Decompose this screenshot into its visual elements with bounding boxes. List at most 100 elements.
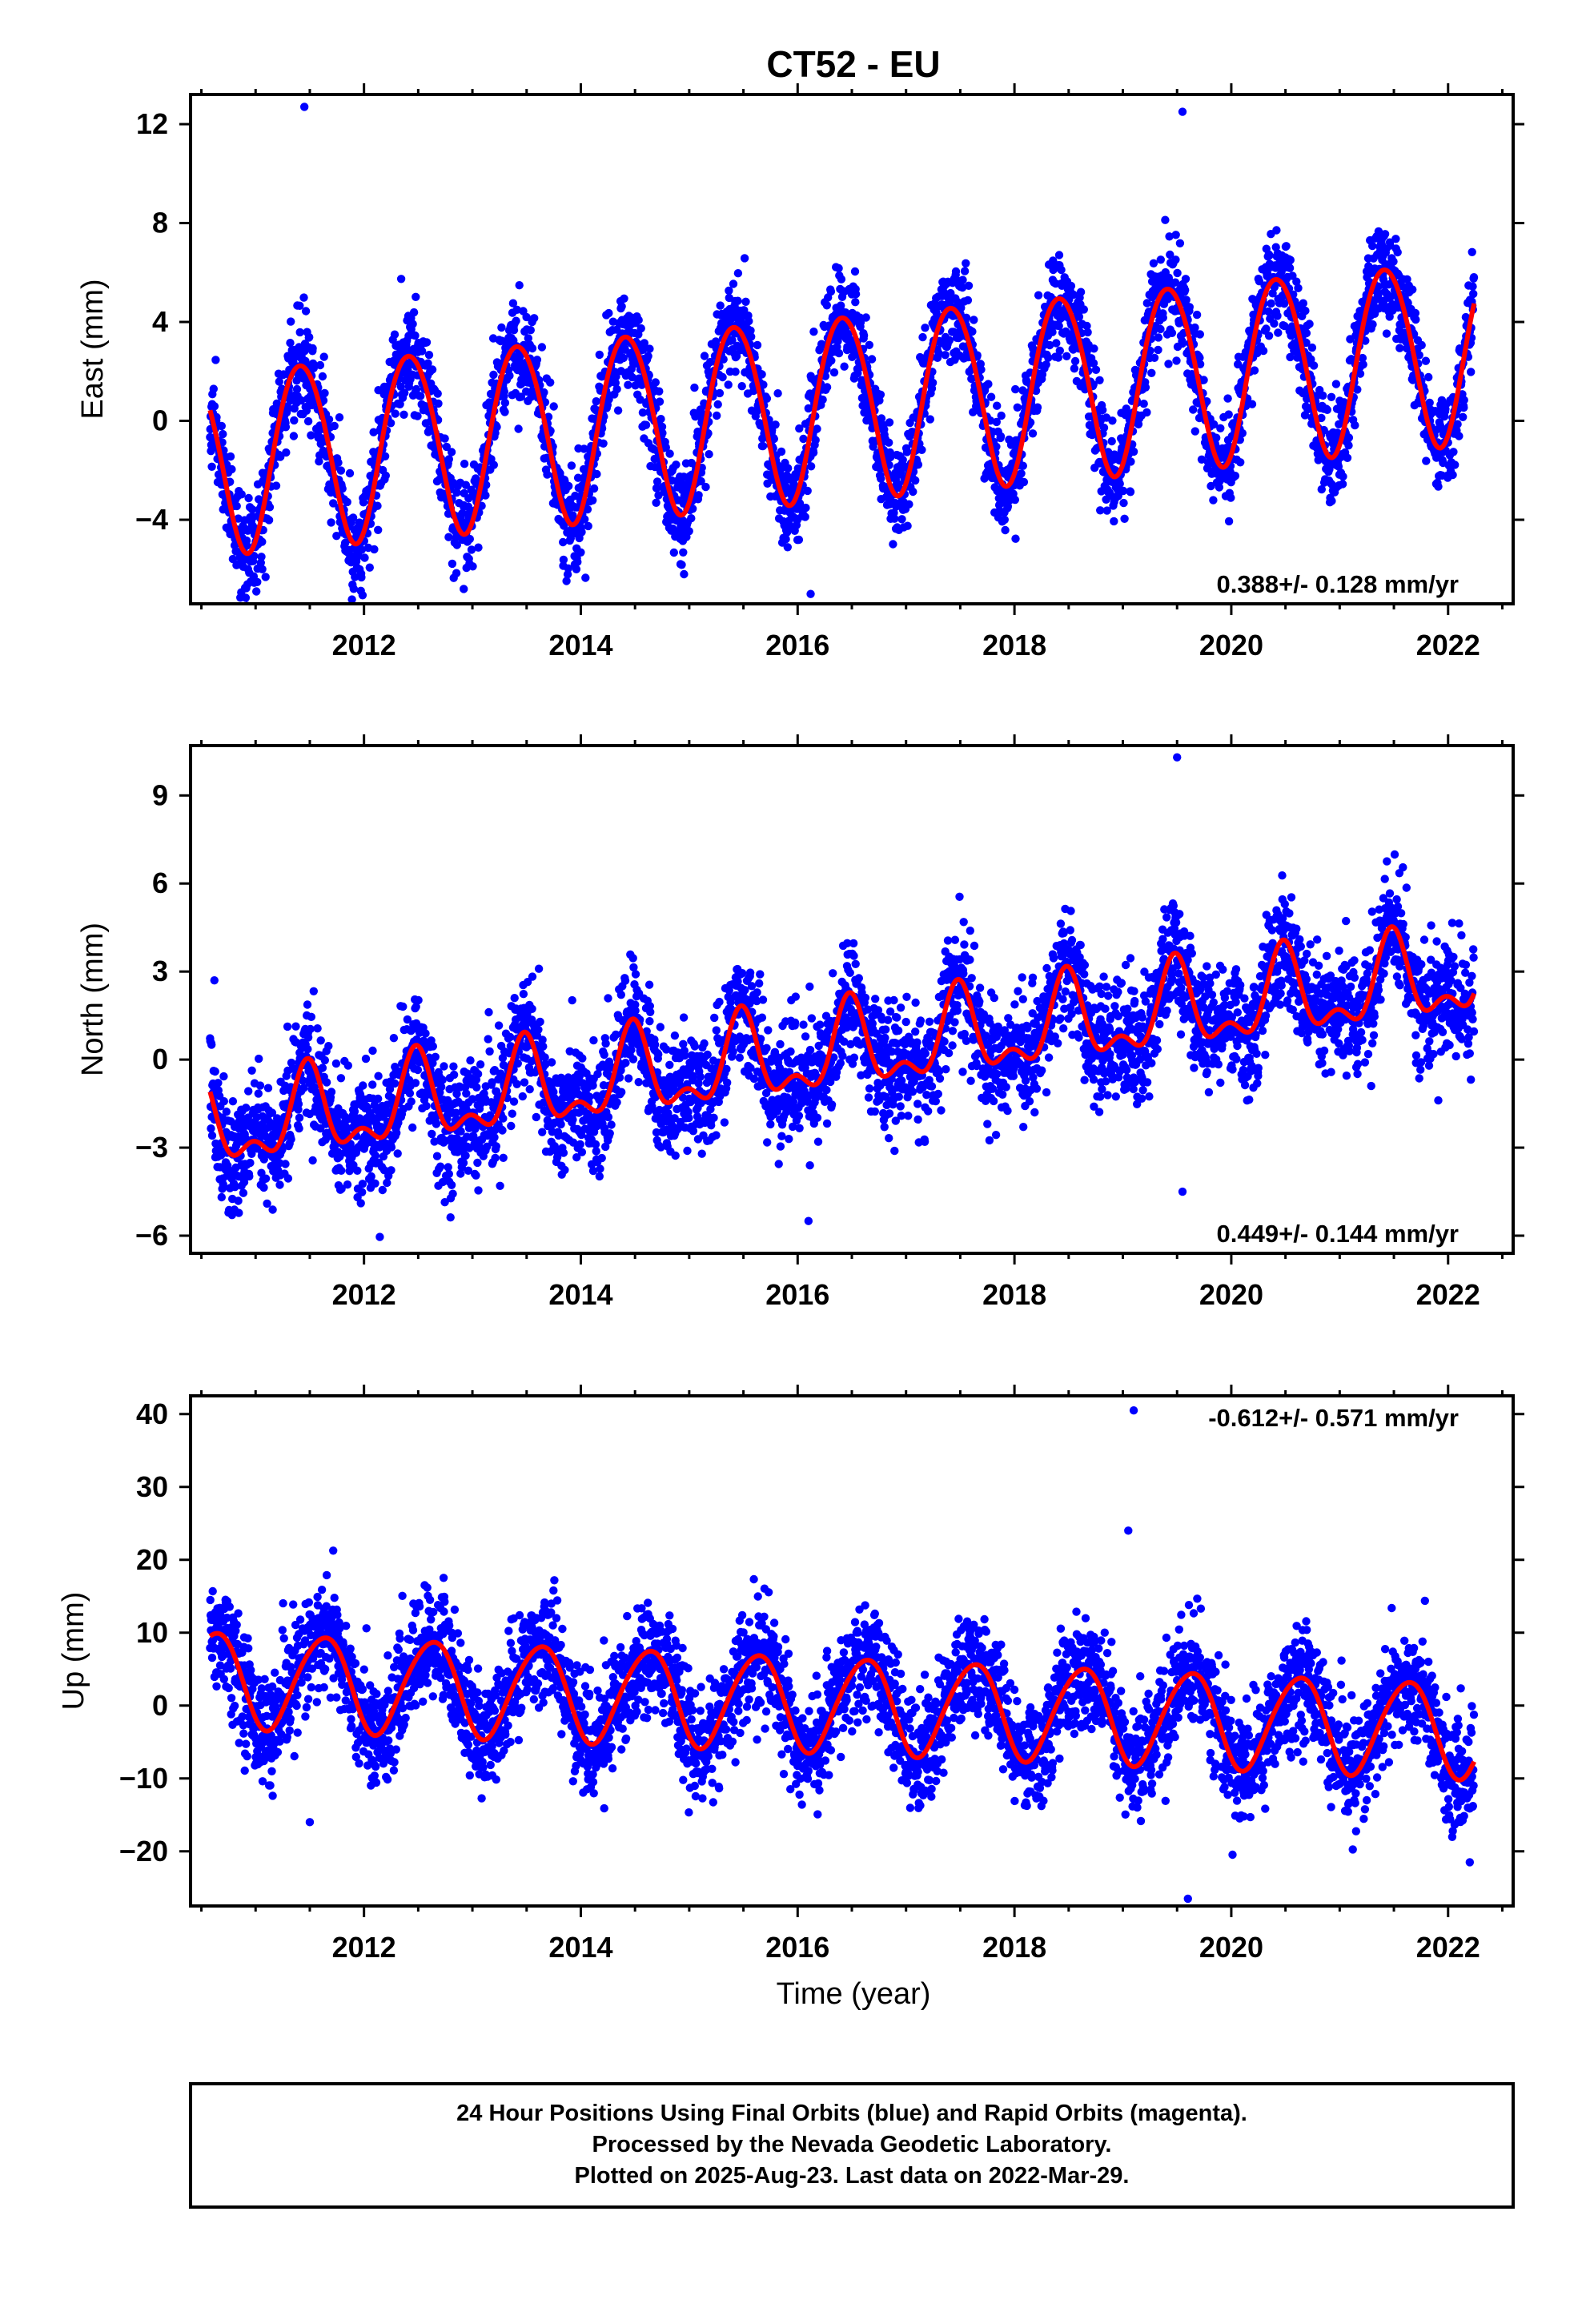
east-point [803,486,812,496]
north-point [353,1166,362,1176]
east-point [1070,356,1080,366]
east-point [1062,352,1071,360]
north-point [375,1232,384,1241]
east-point [1469,273,1479,282]
east-point [1019,477,1029,487]
east-point [759,380,768,389]
east-point [917,445,926,454]
east-point [1359,360,1367,369]
east-point [1107,436,1116,446]
east-point [818,395,827,404]
east-point [1459,412,1468,421]
east-point [1231,472,1240,480]
east-point [657,422,667,432]
east-point [801,513,809,521]
north-point [322,1078,331,1087]
east-point [549,402,558,411]
east-point [1191,427,1200,436]
east-point [564,564,572,573]
east-point [307,431,315,440]
north-point [219,1072,228,1081]
east-point [1147,368,1156,377]
east-point [1286,255,1295,264]
north-point [239,1188,248,1197]
east-point [1156,324,1165,334]
east-point [672,460,681,469]
east-point [757,370,766,379]
east-point [669,548,678,557]
north-point [247,1066,256,1076]
east-point [701,482,710,492]
east-point [357,545,366,554]
east-point [516,392,526,401]
east-point [745,316,753,326]
north-point [214,1079,223,1088]
east-y-axis-label: East (mm) [76,279,110,419]
east-point [482,480,491,489]
east-point [1070,364,1079,373]
east-point [840,362,849,371]
east-point [1250,366,1259,375]
east-point [336,466,346,475]
east-point [1011,534,1020,543]
east-xtick-label: 2012 [332,629,396,661]
east-point [1368,320,1377,329]
east-point [1294,283,1303,292]
east-point [580,444,588,453]
east-point [573,473,583,482]
east-point [1076,287,1086,296]
east-point [620,294,628,303]
east-point [573,557,582,566]
east-point [369,428,378,436]
east-point [390,330,400,339]
north-point [431,1052,440,1062]
east-point [211,356,220,364]
east-point [826,287,836,296]
east-point [921,324,930,332]
east-point [524,334,532,343]
east-point [733,269,743,278]
north-point [222,1108,231,1116]
north-point [245,1172,254,1181]
east-point [690,383,699,392]
east-point [1122,404,1131,413]
east-outlier-point [460,585,468,593]
east-point [1408,285,1417,294]
east-point [962,259,970,267]
east-point [758,441,768,451]
east-point [1066,281,1076,291]
east-point [655,387,664,396]
east-point [822,301,832,310]
east-point [762,394,772,403]
east-point [1389,257,1398,266]
north-point [436,1162,445,1171]
east-point [619,353,628,363]
east-point [1339,472,1347,481]
east-point [571,491,580,501]
east-point [637,380,646,389]
east-point [700,352,709,360]
east-point [305,332,314,342]
east-point [1424,372,1433,382]
east-point [903,521,912,530]
east-point [724,380,733,389]
east-point [264,516,274,525]
east-point [308,344,317,353]
east-point [252,587,261,596]
north-point [368,1080,377,1089]
north-point [318,1063,327,1072]
north-point [307,1012,315,1022]
north-point [428,1042,437,1051]
east-point [1165,232,1174,241]
east-point [433,389,442,398]
east-point [928,378,938,388]
east-point [1098,405,1107,415]
east-point [604,395,613,404]
east-point [442,442,451,452]
east-point [997,411,1006,420]
east-point [1223,394,1232,403]
east-point [861,313,870,322]
north-point [358,1180,367,1188]
east-point [624,380,632,389]
east-outlier-point [299,103,309,111]
